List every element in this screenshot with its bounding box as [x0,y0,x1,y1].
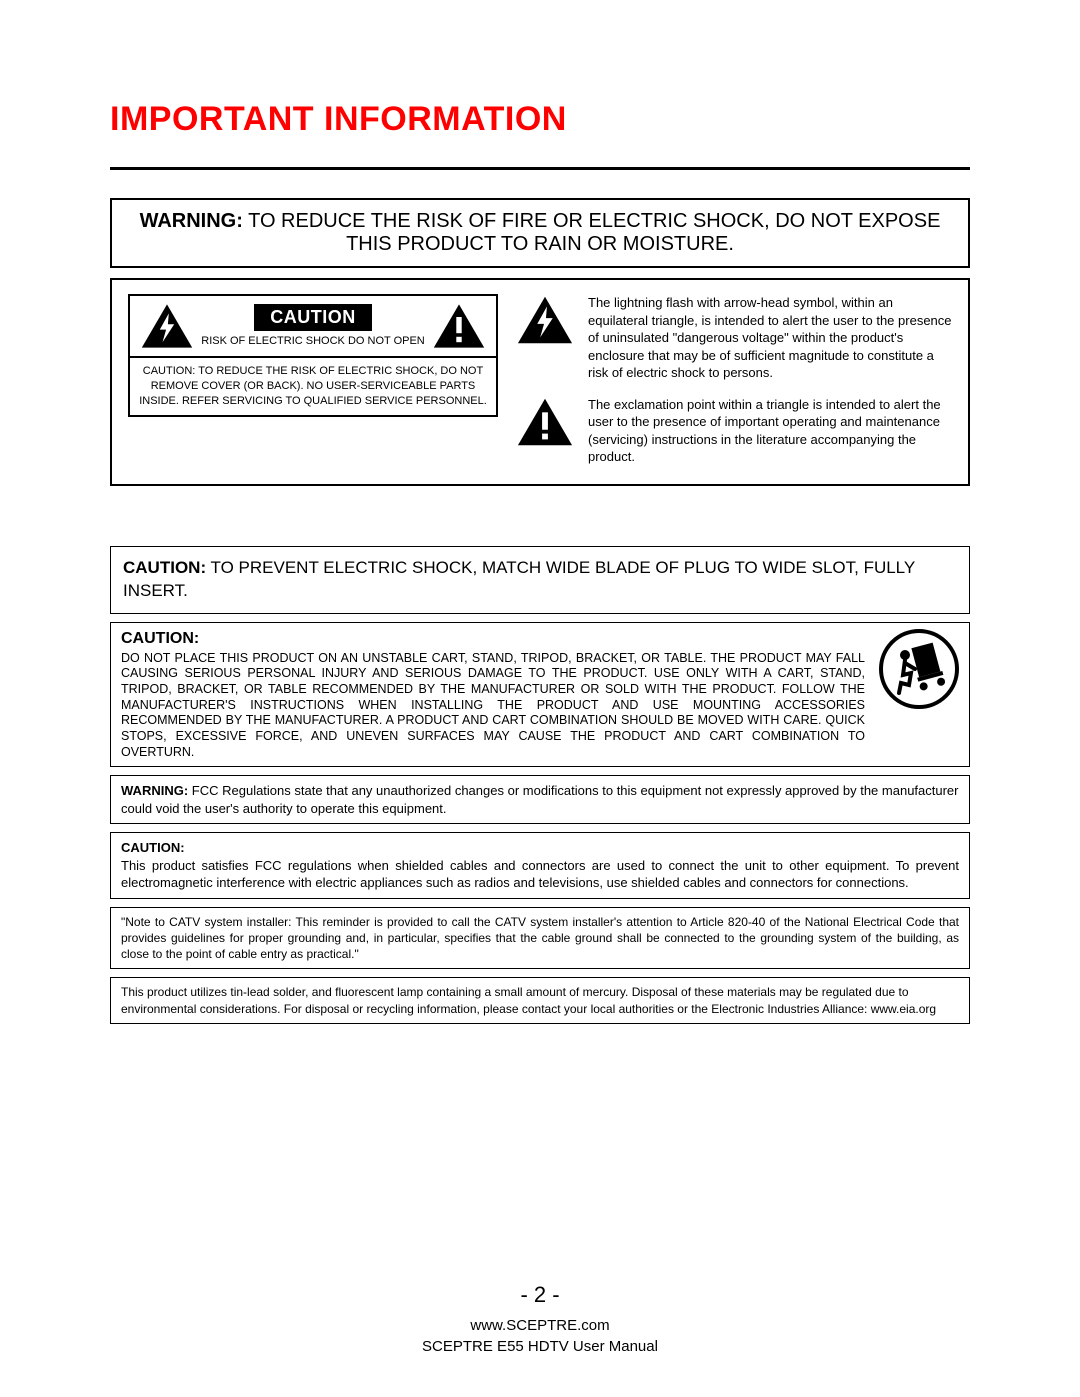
warning-fcc-box: WARNING: FCC Regulations state that any … [110,775,970,824]
page-title: IMPORTANT INFORMATION [110,100,970,139]
warning-top-box: WARNING: TO REDUCE THE RISK OF FIRE OR E… [110,198,970,268]
bolt-triangle-icon [140,302,194,350]
exclamation-symbol-text: The exclamation point within a triangle … [588,396,952,466]
caution-cart-text: DO NOT PLACE THIS PRODUCT ON AN UNSTABLE… [121,651,865,759]
caution-label: CAUTION [254,304,372,331]
caution-sub: RISK OF ELECTRIC SHOCK DO NOT OPEN [200,335,426,349]
page-number: - 2 - [0,1280,1080,1311]
caution-cart-box: CAUTION: DO NOT PLACE THIS PRODUCT ON AN… [110,622,970,767]
page-footer: - 2 - www.SCEPTRE.com SCEPTRE E55 HDTV U… [0,1280,1080,1357]
catv-note-box: "Note to CATV system installer: This rem… [110,907,970,970]
caution-panel: CAUTION RISK OF ELECTRIC SHOCK DO NOT OP… [128,294,498,417]
divider [110,167,970,170]
caution-left-column: CAUTION RISK OF ELECTRIC SHOCK DO NOT OP… [128,294,498,466]
symbols-box: CAUTION RISK OF ELECTRIC SHOCK DO NOT OP… [110,278,970,486]
caution-shielded-label: CAUTION: [121,839,959,857]
warning-label: WARNING: [140,210,243,232]
bolt-symbol-row: The lightning flash with arrow-head symb… [516,294,952,382]
caution-panel-top: CAUTION RISK OF ELECTRIC SHOCK DO NOT OP… [130,296,496,356]
footer-manual: SCEPTRE E55 HDTV User Manual [0,1336,1080,1357]
caution-cart-label: CAUTION: [121,629,865,649]
disposal-note-box: This product utilizes tin-lead solder, a… [110,977,970,1023]
footer-site: www.SCEPTRE.com [0,1315,1080,1336]
bolt-symbol-text: The lightning flash with arrow-head symb… [588,294,952,382]
caution-plug-box: CAUTION: TO PREVENT ELECTRIC SHOCK, MATC… [110,546,970,614]
caution-shielded-text: This product satisfies FCC regulations w… [121,858,959,891]
caution-bottom-text: CAUTION: TO REDUCE THE RISK OF ELECTRIC … [130,356,496,415]
symbols-right-column: The lightning flash with arrow-head symb… [516,294,952,466]
caution-plug-label: CAUTION: [123,558,206,577]
warning-fcc-text: FCC Regulations state that any unauthori… [121,783,959,816]
bolt-triangle-icon [516,294,574,346]
caution-shielded-box: CAUTION: This product satisfies FCC regu… [110,832,970,899]
warning-fcc-label: WARNING: [121,783,188,798]
caution-plug-text: TO PREVENT ELECTRIC SHOCK, MATCH WIDE BL… [123,558,915,600]
exclamation-triangle-icon [516,396,574,448]
caution-mid: CAUTION RISK OF ELECTRIC SHOCK DO NOT OP… [194,304,432,349]
tipping-cart-icon [879,629,959,709]
exclamation-symbol-row: The exclamation point within a triangle … [516,396,952,466]
exclamation-triangle-icon [432,302,486,350]
caution-cart-content: CAUTION: DO NOT PLACE THIS PRODUCT ON AN… [121,629,865,760]
warning-text: TO REDUCE THE RISK OF FIRE OR ELECTRIC S… [243,210,941,255]
